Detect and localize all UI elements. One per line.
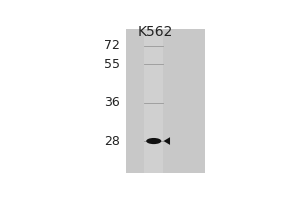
Text: K562: K562 [137, 25, 172, 39]
Text: 55: 55 [104, 58, 120, 71]
Text: 36: 36 [104, 96, 120, 109]
Text: 72: 72 [104, 39, 120, 52]
Ellipse shape [146, 138, 161, 144]
Bar [126, 29, 205, 173]
Bar [145, 29, 163, 173]
Text: 28: 28 [104, 135, 120, 148]
Polygon shape [164, 137, 170, 145]
